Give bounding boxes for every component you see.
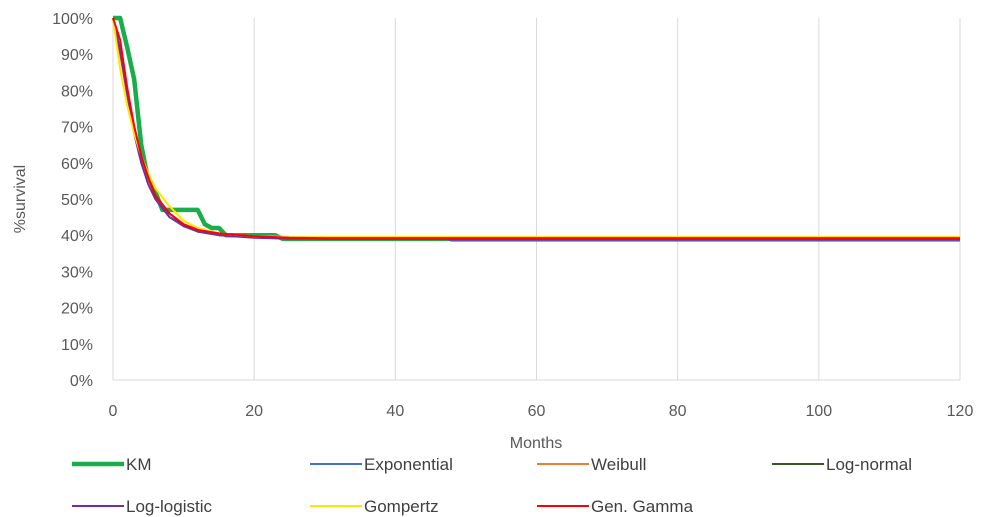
y-tick-label: 80% — [61, 83, 93, 100]
x-tick-label: 60 — [528, 403, 546, 420]
y-tick-label: 0% — [70, 373, 93, 390]
x-tick-label: 80 — [669, 403, 687, 420]
legend-label-gen-gamma: Gen. Gamma — [591, 497, 694, 516]
y-tick-label: 70% — [61, 120, 93, 137]
y-tick-label: 100% — [52, 11, 93, 28]
x-tick-label: 120 — [947, 403, 974, 420]
x-tick-label: 0 — [109, 403, 118, 420]
y-tick-label: 40% — [61, 228, 93, 245]
x-tick-label: 100 — [805, 403, 832, 420]
x-tick-label: 20 — [245, 403, 263, 420]
series-line-gen-gamma — [112, 17, 960, 240]
series-layer — [112, 15, 960, 242]
legend-label-km: KM — [126, 455, 152, 474]
y-tick-label: 90% — [61, 47, 93, 64]
y-tick-labels: 0% 10% 20% 30% 40% 50% 60% 70% 80% 90% 100% — [52, 11, 93, 390]
x-tick-label: 40 — [386, 403, 404, 420]
y-axis-title: %survival — [12, 165, 29, 233]
legend-label-weibull: Weibull — [591, 455, 646, 474]
y-tick-label: 30% — [61, 264, 93, 281]
legend-label-gompertz: Gompertz — [364, 497, 439, 516]
y-tick-label: 10% — [61, 337, 93, 354]
y-tick-label: 60% — [61, 156, 93, 173]
legend-label-log-logistic: Log-logistic — [126, 497, 212, 516]
x-tick-labels: 0 20 40 60 80 100 120 — [109, 403, 974, 420]
y-tick-label: 50% — [61, 192, 93, 209]
y-tick-label: 20% — [61, 301, 93, 318]
legend-label-exponential: Exponential — [364, 455, 453, 474]
series-line-gompertz — [112, 17, 960, 238]
grid-layer — [112, 18, 961, 380]
legend: KM Exponential Weibull Log-normal Log-logist… — [72, 455, 912, 516]
x-axis-title: Months — [510, 435, 562, 452]
legend-label-log-normal: Log-normal — [826, 455, 912, 474]
